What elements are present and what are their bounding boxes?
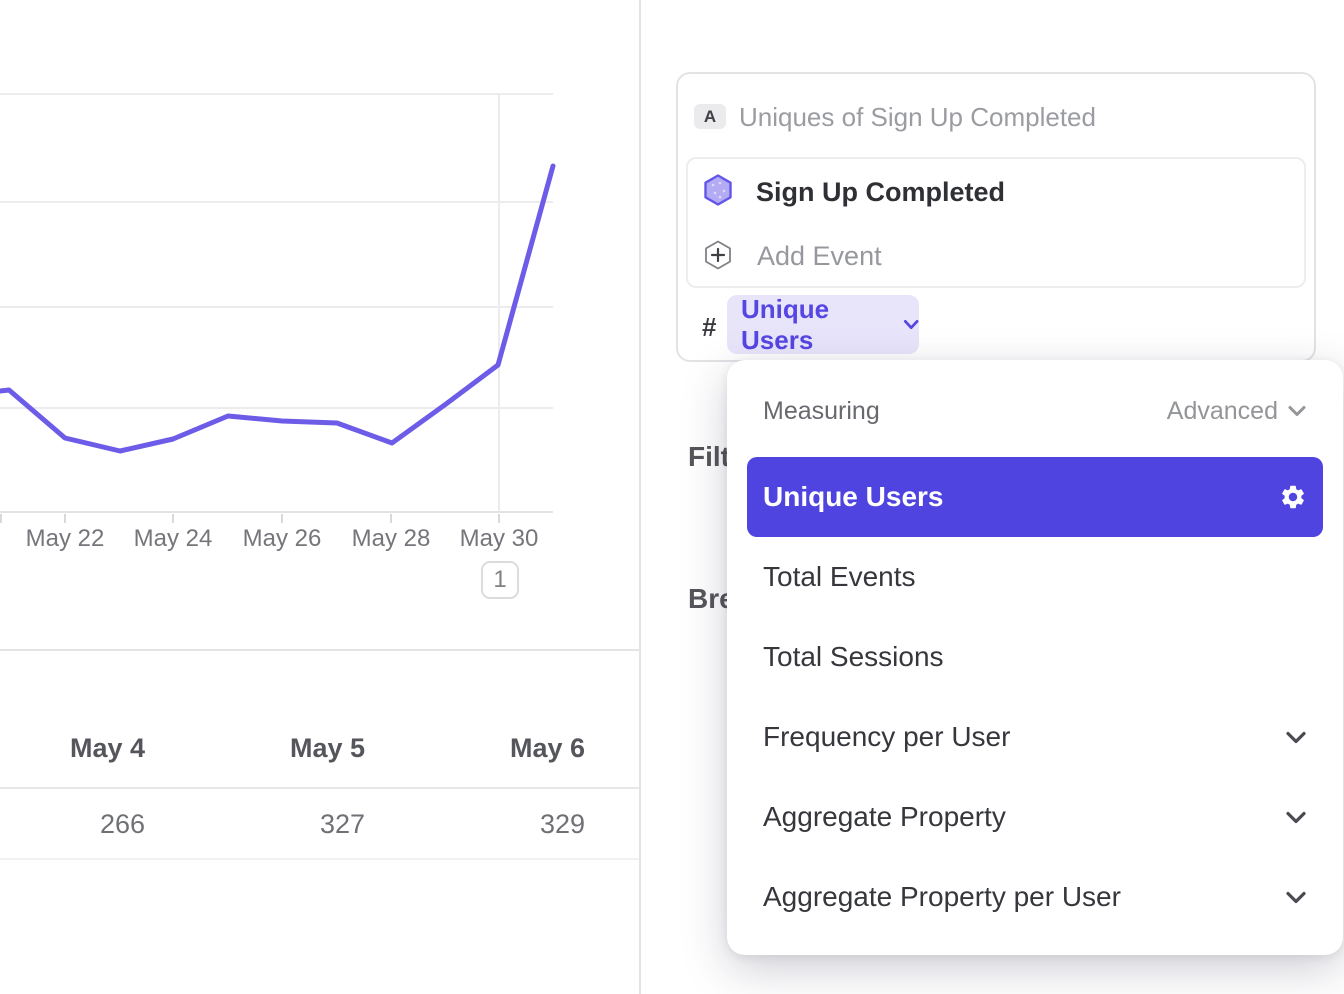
advanced-mode-selector[interactable]: Advanced xyxy=(1167,397,1307,426)
measuring-dropdown-menu: Measuring Advanced Unique Users Total Eve… xyxy=(727,360,1343,955)
table-value-cell: 329 xyxy=(539,809,585,839)
plus-hexagon-icon xyxy=(704,240,732,275)
chevron-down-icon xyxy=(1286,811,1306,823)
measuring-label: Measuring xyxy=(763,396,880,425)
x-axis-label: May 30 xyxy=(460,525,539,552)
table-header-cell: May 4 xyxy=(69,733,145,763)
measurement-pill-label: Unique Users xyxy=(741,293,830,355)
x-axis-label: May 24 xyxy=(134,525,213,552)
chevron-down-icon xyxy=(1288,405,1306,416)
x-axis-label: May 26 xyxy=(243,525,322,552)
menu-item-total-sessions[interactable]: Total Sessions xyxy=(727,617,1343,697)
menu-item-label: Total Sessions xyxy=(763,641,944,672)
count-type-symbol: # xyxy=(702,312,717,342)
menu-item-aggregate-property[interactable]: Aggregate Property xyxy=(727,777,1343,857)
chevron-down-icon xyxy=(1286,731,1306,743)
chevron-down-icon xyxy=(1286,891,1306,903)
metric-title: Uniques of Sign Up Completed xyxy=(739,102,1096,132)
config-pane: Filter Breakdown A Uniques of Sign Up Co… xyxy=(641,0,1344,994)
menu-item-label: Frequency per User xyxy=(763,721,1011,752)
menu-item-label: Aggregate Property per User xyxy=(763,881,1121,912)
table-value-cell: 266 xyxy=(99,809,145,839)
menu-item-unique-users[interactable]: Unique Users xyxy=(747,457,1323,537)
chart-annotation-marker[interactable]: 1 xyxy=(481,561,519,599)
menu-item-label: Total Events xyxy=(763,561,916,592)
chevron-down-icon xyxy=(903,319,919,329)
table-top-border xyxy=(0,649,639,651)
menu-item-frequency-per-user[interactable]: Frequency per User xyxy=(727,697,1343,777)
metric-card: A Uniques of Sign Up Completed Sign Up C… xyxy=(676,72,1316,362)
line-chart: May 22 May 24 May 26 May 28 May 30 xyxy=(0,93,556,552)
event-list-card: Sign Up Completed Add Event xyxy=(686,157,1306,288)
menu-item-label: Unique Users xyxy=(763,481,944,512)
pane-divider xyxy=(639,0,641,994)
x-axis-label: May 28 xyxy=(352,525,431,552)
table-value-cell: 327 xyxy=(319,809,365,839)
table-header-border xyxy=(0,787,639,789)
table-row-border xyxy=(0,858,639,860)
x-axis-label: May 22 xyxy=(26,525,105,552)
event-hexagon-icon xyxy=(703,174,733,211)
gear-icon[interactable] xyxy=(1279,483,1307,511)
measurement-pill-button[interactable]: Unique Users xyxy=(727,293,919,355)
series-badge-a: A xyxy=(694,104,726,129)
data-line xyxy=(0,163,556,454)
chart-pane: May 22 May 24 May 26 May 28 May 30 1 May 4 Ma… xyxy=(0,0,639,994)
dropdown-header: Measuring Advanced xyxy=(727,388,1343,434)
menu-item-total-events[interactable]: Total Events xyxy=(727,537,1343,617)
menu-item-aggregate-property-per-user[interactable]: Aggregate Property per User xyxy=(727,857,1343,937)
table-header-cell: May 6 xyxy=(509,733,585,763)
menu-item-label: Aggregate Property xyxy=(763,801,1006,832)
advanced-mode-label: Advanced xyxy=(1166,396,1278,425)
event-name[interactable]: Sign Up Completed xyxy=(756,177,1005,207)
table-header-cell: May 5 xyxy=(289,733,365,763)
add-event-label: Add Event xyxy=(757,241,882,271)
measuring-menu-items: Unique Users Total Events Total Sessions Fr… xyxy=(727,457,1343,937)
